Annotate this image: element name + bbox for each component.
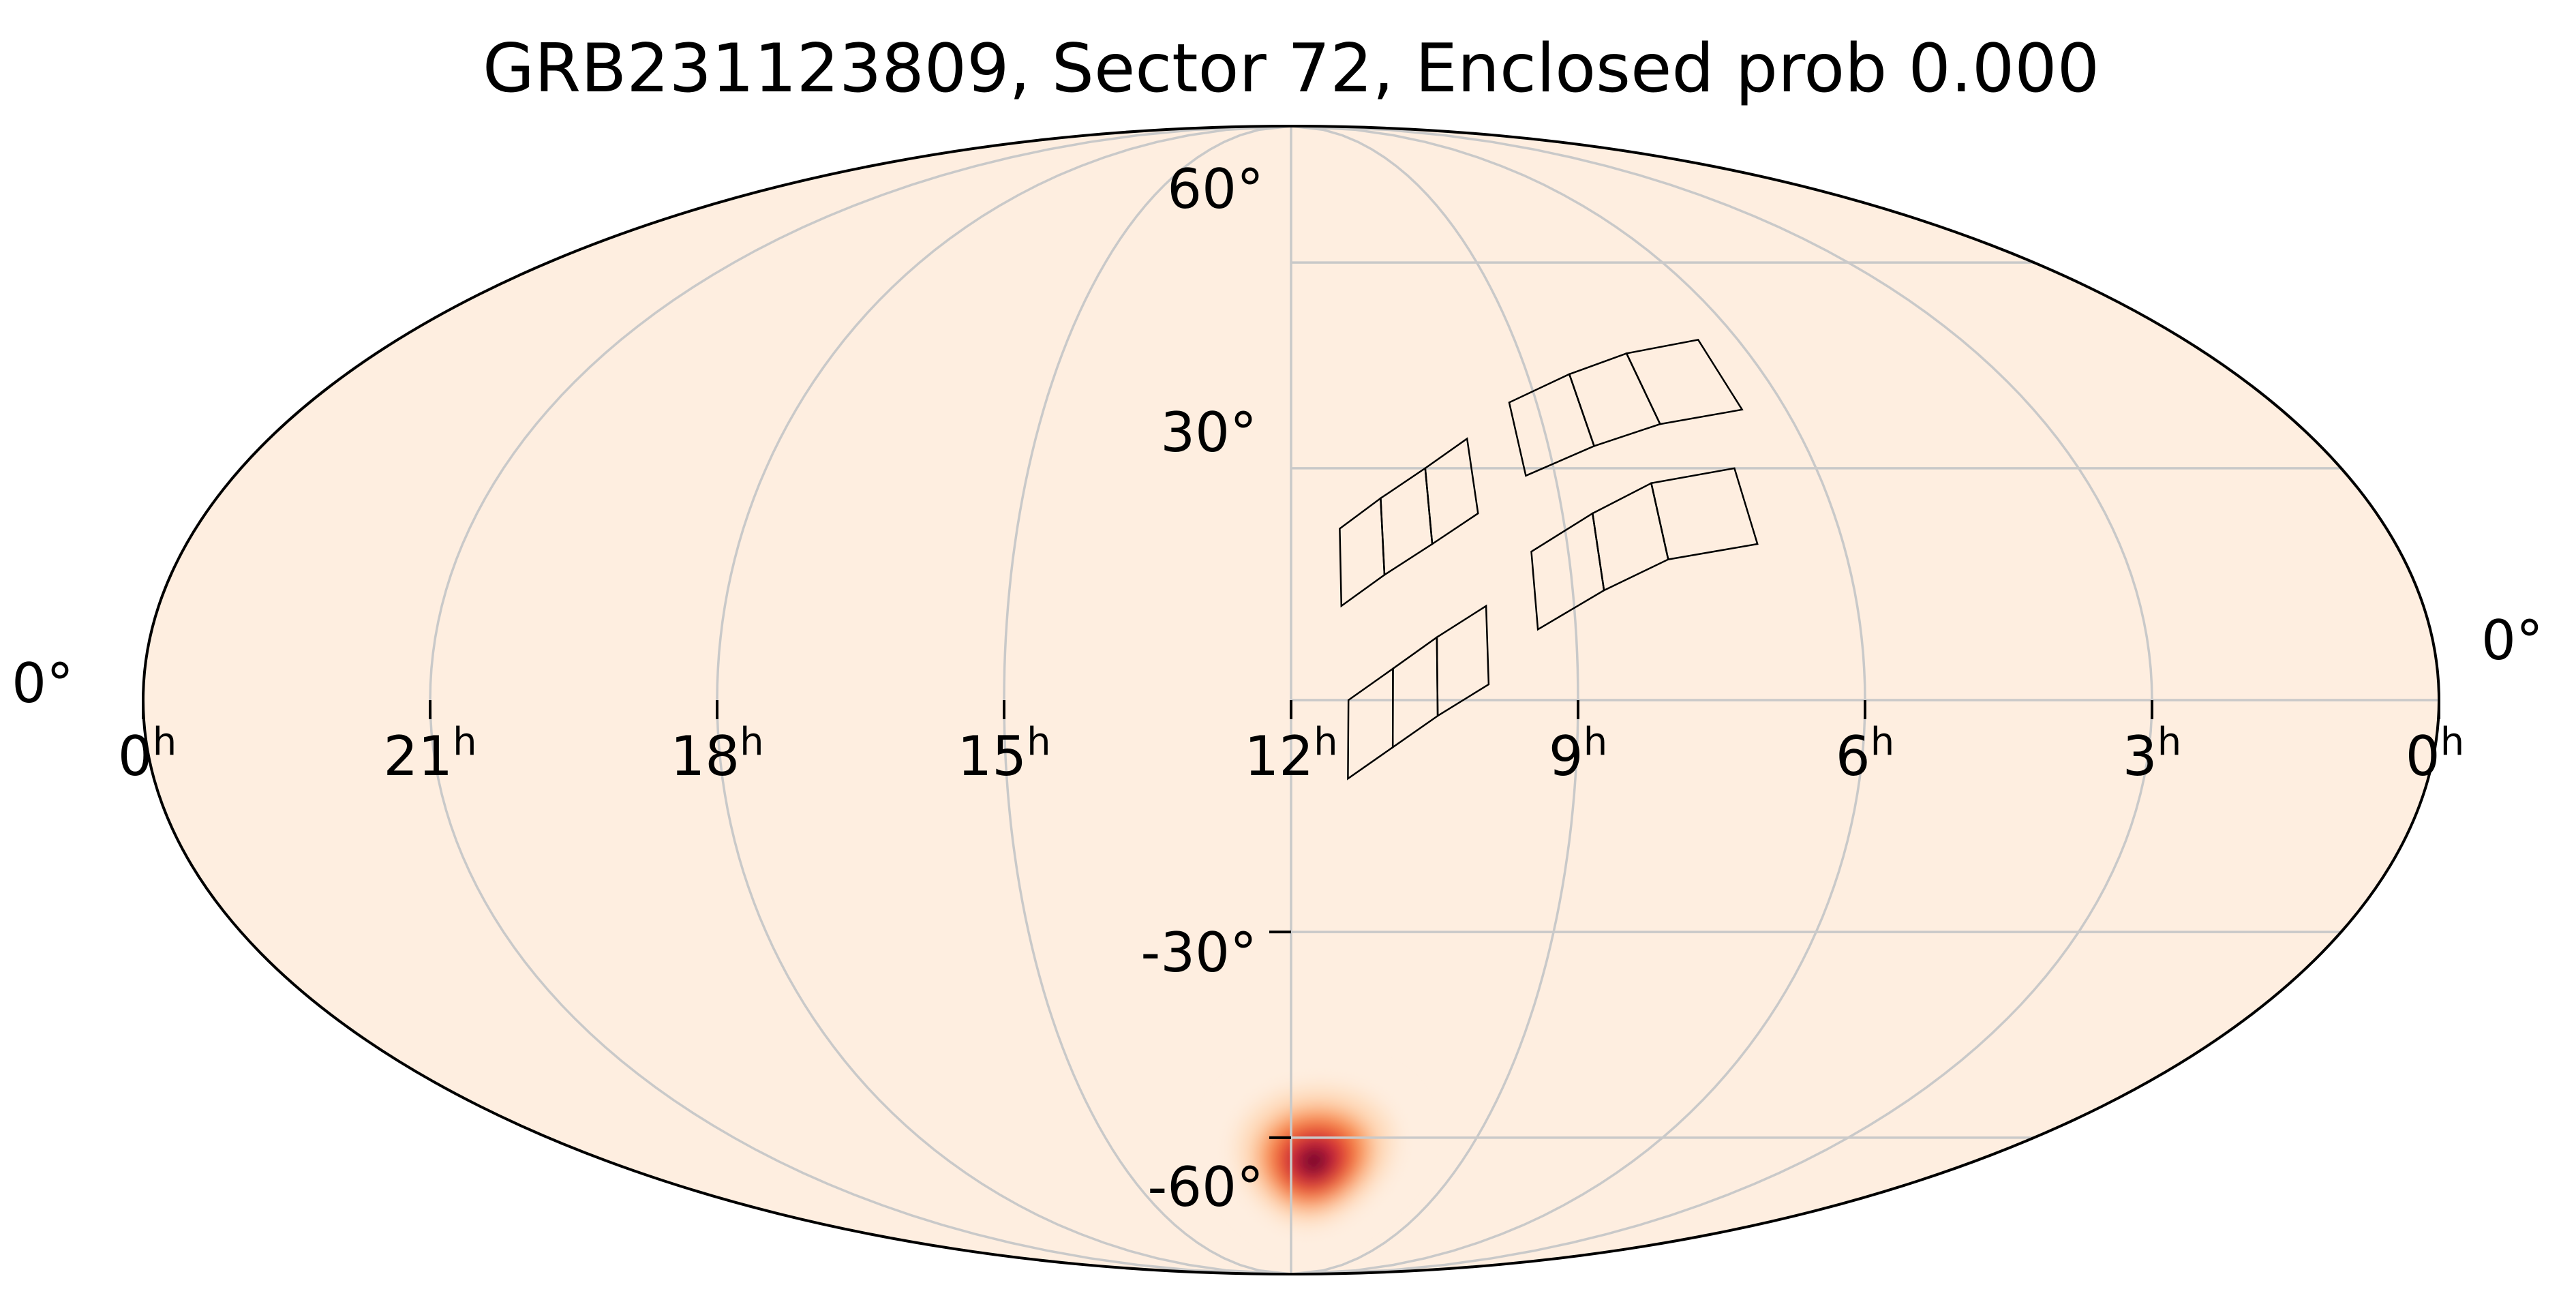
probability-contour-6 [1305,1153,1322,1170]
axis-ticks [142,700,2440,1139]
dec-tick-label-right: 0° [2481,609,2543,672]
probability-heatmap [1214,1065,1418,1240]
dec-tick-label-left: 0° [12,652,74,715]
ccd-footprint [1436,604,1490,718]
sector-footprint [1339,339,1759,781]
dec-tick-label-left: 60° [1167,157,1264,221]
ra-tick-label: 0h [118,720,177,788]
ra-tick-label: 18h [670,720,763,788]
dec-tick-label-left: 30° [1160,401,1257,464]
sky-map: 0h21h18h15h12h9h6h3h0h60°30°0°-30°-60°60… [12,125,2543,1275]
ra-tick-label: 15h [957,720,1050,788]
ra-tick-label: 21h [383,720,476,788]
ra-tick-label: 0h [2406,720,2464,788]
ra-tick-label: 12h [1244,720,1337,788]
ccd-footprint [1650,467,1759,561]
dec-tick-label-left: -30° [1140,921,1257,984]
dec-tick-label-left: -60° [1147,1155,1264,1219]
ra-tick-label: 9h [1549,720,1607,788]
axis-labels: 0h21h18h15h12h9h6h3h0h60°30°0°-30°-60°60… [12,157,2543,1219]
chart-title: GRB231123809, Sector 72, Enclosed prob 0… [483,30,2100,108]
ra-tick-label: 3h [2123,720,2181,788]
ra-tick-label: 6h [1836,720,1894,788]
ccd-footprint [1625,339,1744,425]
ccd-footprint [1424,437,1479,546]
